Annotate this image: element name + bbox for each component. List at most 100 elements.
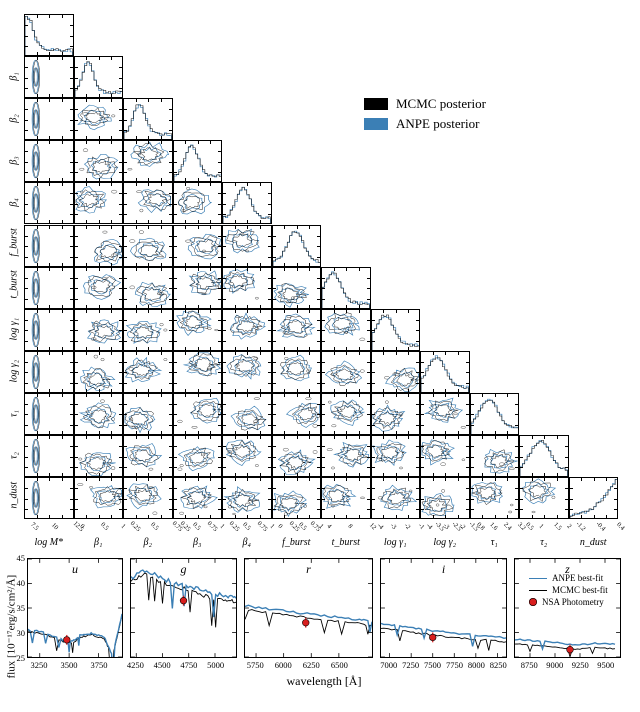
corner-xtick-label: 0 [78,523,85,530]
corner-off-cell [24,267,74,309]
corner-off-cell [24,435,74,477]
spectrum-xtick-label: 5000 [204,660,228,670]
spectrum-xtick-label: 9000 [543,660,567,670]
corner-xtick-label: -1.2 [574,521,586,533]
corner-off-cell [222,225,272,267]
spectrum-xtick-label: 6000 [271,660,295,670]
corner-col-label: t_burst [321,537,371,548]
corner-diag-cell [74,56,124,98]
spectrum-xtick-label: 6250 [299,660,323,670]
corner-diag-cell [470,393,520,435]
corner-off-cell [173,267,223,309]
corner-off-cell [420,435,470,477]
corner-off-cell [123,267,173,309]
spectrum-panels: flux [10⁻¹⁷erg/s/cm²/Å] wavelength [Å] 3… [27,558,634,692]
corner-xtick-label: 0.25 [228,520,241,533]
corner-off-cell [420,393,470,435]
corner-col-label: log M* [24,537,74,548]
legend-row: MCMC posterior [364,94,486,114]
corner-col-label: τ₂ [519,537,569,548]
corner-xtick-label: -2.5 [450,521,462,533]
corner-row-label: τ₁ [9,402,20,424]
corner-xtick-label: 1 [119,523,126,530]
corner-off-cell [74,98,124,140]
corner-off-cell [371,351,421,393]
legend-label: MCMC best-fit [552,584,608,596]
corner-xtick-label: 0.5 [149,521,160,532]
corner-off-cell [173,225,223,267]
corner-off-cell [123,477,173,519]
spectrum-panel: i [380,558,507,658]
corner-xtick-label: 0.5 [241,521,252,532]
corner-xtick-label: 0.5 [99,521,110,532]
spectrum-xtick-label: 8000 [464,660,488,670]
legend-row: ANPE best-fit [529,572,608,584]
legend-marker-icon [529,598,537,606]
spectrum-legend: ANPE best-fitMCMC best-fitNSA Photometry [529,572,608,608]
corner-diag-cell [24,14,74,56]
legend-label: ANPE posterior [396,114,479,134]
corner-off-cell [24,98,74,140]
corner-off-cell [173,182,223,224]
spectrum-xtick-label: 9250 [568,660,592,670]
corner-xtick-label: 1.5 [552,521,563,532]
corner-diag-cell [321,267,371,309]
corner-off-cell [173,477,223,519]
spectrum-panel: r [244,558,373,658]
corner-off-cell [321,477,371,519]
corner-xtick-label: 0.75 [170,520,183,533]
corner-xtick-label: -0.4 [595,521,607,533]
corner-xtick-label: 0.5 [524,521,535,532]
corner-xtick-label: 0.25 [178,520,191,533]
corner-col-label: log γ₁ [371,537,421,548]
spectrum-xtick-label: 8250 [486,660,510,670]
corner-xtick-label: 0.8 [475,521,486,532]
corner-row-label: β₁ [9,66,20,88]
corner-xtick-label: -2 [403,522,412,531]
corner-row-label: β₃ [9,150,20,172]
corner-xtick-label: -2 [458,522,467,531]
corner-off-cell [123,140,173,182]
spectrum-ytick-label: 25 [7,653,25,663]
corner-diag-cell [519,435,569,477]
spectrum-ytick-label: 45 [7,553,25,563]
corner-off-cell [74,140,124,182]
corner-xtick-label: -1.5 [467,521,479,533]
corner-diag-cell [173,140,223,182]
corner-diag-cell [272,225,322,267]
corner-off-cell [74,393,124,435]
corner-col-label: β₃ [173,537,223,548]
legend-swatch [364,118,388,130]
spectrum-xtick-label: 3500 [57,660,81,670]
corner-off-cell [222,351,272,393]
corner-xtick-label: -3 [441,522,450,531]
corner-col-label: β₄ [222,537,272,548]
corner-off-cell [371,435,421,477]
spectrum-ytick-label: 35 [7,603,25,613]
corner-off-cell [519,477,569,519]
corner-row-label: t_burst [9,276,20,298]
corner-xtick-label: 0.5 [192,521,203,532]
corner-col-label: n_dust [569,537,619,548]
corner-xtick-label: 0.25 [288,520,301,533]
corner-grid: log M*7.51012.5β₁00.51β₁β₂0.250.50.75β₂β… [24,14,618,520]
corner-off-cell [24,140,74,182]
spectrum-xtick-label: 7500 [421,660,445,670]
corner-row-label: f_burst [9,234,20,256]
corner-off-cell [74,182,124,224]
corner-row-label: τ₂ [9,445,20,467]
corner-diag-cell [569,477,619,519]
corner-off-cell [272,267,322,309]
spectrum-xtick-label: 3750 [87,660,111,670]
corner-off-cell [321,435,371,477]
corner-xtick-label: 2.4 [502,521,513,532]
corner-off-cell [123,393,173,435]
spectrum-panel: u [27,558,123,658]
corner-off-cell [321,393,371,435]
spectrum-xtick-label: 4500 [150,660,174,670]
corner-off-cell [272,309,322,351]
corner-row-label: β₄ [9,192,20,214]
legend-label: MCMC posterior [396,94,486,114]
spectrum-xtick-label: 5750 [243,660,267,670]
corner-col-label: log γ₂ [420,537,470,548]
